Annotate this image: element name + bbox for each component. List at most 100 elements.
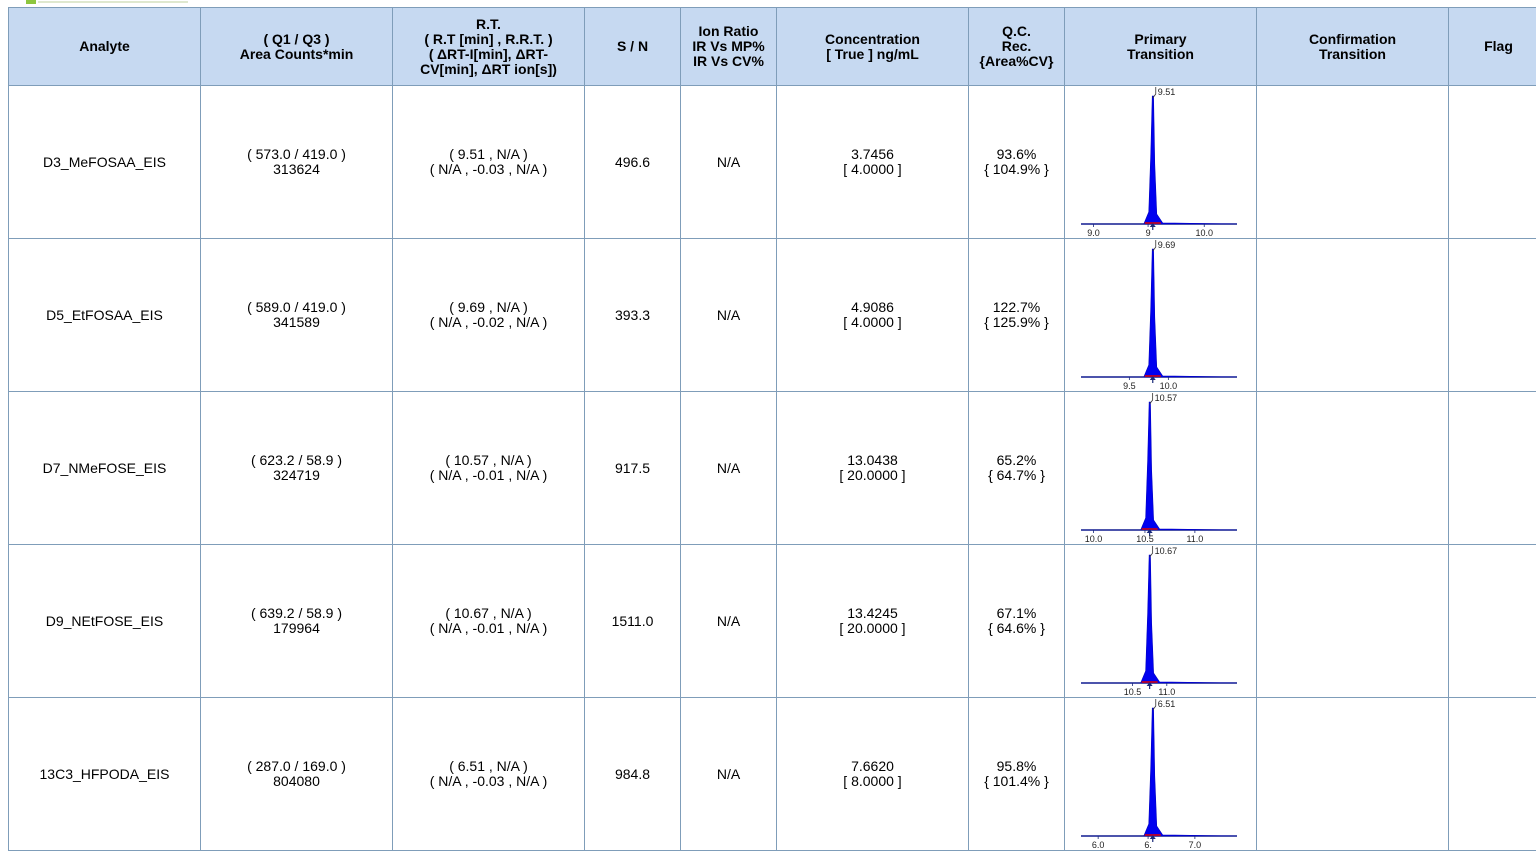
peak-label-leader [1149,546,1154,558]
chromatogram-peak [1081,707,1238,837]
confirmation-transition-cell [1256,238,1449,392]
header-line: IR Vs MP% [692,38,765,54]
header-concentration: Concentration[ True ] ng/mL [776,7,969,86]
rt-line-2: ( N/A , -0.03 , N/A ) [429,773,548,789]
concentration-cell: 13.4245[ 20.0000 ] [776,544,969,698]
peak-label: 9.51 [1158,87,1176,97]
analyte-cell: D7_NMeFOSE_EIS [8,391,201,545]
peak-label-leader [1152,699,1157,711]
area-q: ( 573.0 / 419.0 ) [247,146,346,162]
chromatogram-peak [1081,248,1238,378]
header-line: Transition [1319,45,1386,62]
concentration-true: [ 4.0000 ] [843,161,902,177]
confirmation-transition-cell [1256,85,1449,239]
qc-rec-value: 93.6% [996,146,1037,162]
tick-label: 6.0 [1092,840,1105,850]
rt-line-1: ( 10.57 , N/A ) [445,452,532,468]
qc-area-cv: { 101.4% } [984,773,1049,789]
concentration-value: 13.0438 [847,452,898,468]
company-logo [26,0,188,4]
area-value: 341589 [273,314,320,330]
concentration-cell: 3.7456[ 4.0000 ] [776,85,969,239]
header-area: ( Q1 / Q3 ) Area Counts*min [200,7,393,86]
sn-cell: 496.6 [584,85,681,239]
tick-label: 6. [1144,840,1152,850]
peak-label: 6.51 [1158,699,1176,709]
header-line: {Area%CV} [979,53,1054,69]
qc-area-cv: { 64.6% } [988,620,1045,636]
area-cell: ( 573.0 / 419.0 ) 313624 [200,85,393,239]
peak-label: 9.69 [1158,240,1176,250]
header-rt: R.T.( R.T [min] , R.R.T. )( ΔRT-I[min], … [392,7,585,86]
header-line: Area Counts*min [239,45,354,62]
concentration-value: 3.7456 [851,146,894,162]
area-value: 313624 [273,161,320,177]
area-value: 324719 [273,467,320,483]
ion-ratio-cell: N/A [680,544,777,698]
area-q: ( 589.0 / 419.0 ) [247,299,346,315]
area-value: 804080 [273,773,320,789]
header-flag: Flag [1448,7,1536,86]
concentration-true: [ 20.0000 ] [839,620,906,636]
concentration-true: [ 4.0000 ] [843,314,902,330]
primary-transition-cell: 6.51 6.0 6. 7.0 [1064,697,1257,851]
area-cell: ( 623.2 / 58.9 ) 324719 [200,391,393,545]
apex-marker-icon [1146,682,1153,686]
confirmation-transition-cell [1256,544,1449,698]
header-qc-rec: Q.C. Rec. {Area%CV} [968,7,1065,86]
header-confirmation-transition: Confirmation Transition [1256,7,1449,86]
qc-report-table: Analyte ( Q1 / Q3 ) Area Counts*min R.T.(… [8,7,1536,851]
rt-line-2: ( N/A , -0.01 , N/A ) [429,467,548,483]
chromatogram-plot: 10.67 10.5 11.0 [1081,546,1238,697]
concentration-value: 4.9086 [851,299,894,315]
analyte-cell: 13C3_HFPODA_EIS [8,697,201,851]
area-q: ( 287.0 / 169.0 ) [247,758,346,774]
header-line: Q.C. [1002,23,1031,39]
qc-area-cv: { 104.9% } [984,161,1049,177]
table-row: D3_MeFOSAA_EIS ( 573.0 / 419.0 ) 313624 (… [8,85,1536,239]
header-line: Ion Ratio [698,23,759,39]
header-line: R.T. [476,15,501,32]
chromatogram-plot: 6.51 6.0 6. 7.0 [1081,699,1238,850]
header-line: ( R.T [min] , R.R.T. ) [424,30,553,47]
analyte-cell: D3_MeFOSAA_EIS [8,85,201,239]
table-row: D7_NMeFOSE_EIS ( 623.2 / 58.9 ) 324719 ( … [8,391,1536,545]
header-line: Analyte [79,38,130,54]
tick-label: 10.5 [1124,687,1142,697]
analyte-cell: D5_EtFOSAA_EIS [8,238,201,392]
area-cell: ( 287.0 / 169.0 ) 804080 [200,697,393,851]
header-line: Confirmation [1308,30,1397,47]
qc-rec-value: 122.7% [992,299,1041,315]
chromatogram-plot: 9.51 9.0 9 10.0 [1081,87,1238,238]
flag-cell [1448,697,1536,851]
primary-transition-cell: 10.57 10.0 10.5 11.0 [1064,391,1257,545]
peak-label: 10.67 [1155,546,1178,556]
rt-line-1: ( 6.51 , N/A ) [449,758,528,774]
concentration-value: 13.4245 [847,605,898,621]
peak-label-leader [1152,87,1157,99]
qc-rec-cell: 67.1%{ 64.6% } [968,544,1065,698]
table-row: D9_NEtFOSE_EIS ( 639.2 / 58.9 ) 179964 ( … [8,544,1536,698]
qc-rec-cell: 122.7%{ 125.9% } [968,238,1065,392]
concentration-cell: 4.9086[ 4.0000 ] [776,238,969,392]
header-line: Primary [1134,30,1187,47]
apex-marker-icon [1149,376,1156,380]
tick-label: 9 [1146,228,1151,238]
ion-ratio-cell: N/A [680,238,777,392]
concentration-true: [ 8.0000 ] [843,773,902,789]
tick-label: 7.0 [1189,840,1202,850]
header-line: Rec. [1001,38,1032,54]
rt-line-2: ( N/A , -0.02 , N/A ) [429,314,548,330]
qc-rec-cell: 93.6%{ 104.9% } [968,85,1065,239]
flag-cell [1448,544,1536,698]
rt-line-2: ( N/A , -0.01 , N/A ) [429,620,548,636]
tick-label: 10.5 [1136,534,1154,544]
primary-transition-cell: 9.51 9.0 9 10.0 [1064,85,1257,239]
chromatogram-plot: 9.69 9.5 10.0 [1081,240,1238,391]
chromatogram-peak [1081,95,1238,225]
ion-ratio-cell: N/A [680,391,777,545]
concentration-value: 7.6620 [851,758,894,774]
sn-cell: 1511.0 [584,544,681,698]
tick-label: 11.0 [1186,534,1203,544]
rt-cell: ( 10.57 , N/A )( N/A , -0.01 , N/A ) [392,391,585,545]
